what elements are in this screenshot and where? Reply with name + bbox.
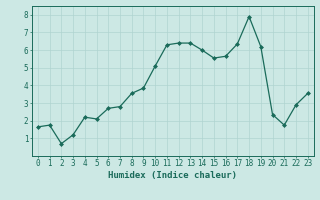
X-axis label: Humidex (Indice chaleur): Humidex (Indice chaleur) xyxy=(108,171,237,180)
